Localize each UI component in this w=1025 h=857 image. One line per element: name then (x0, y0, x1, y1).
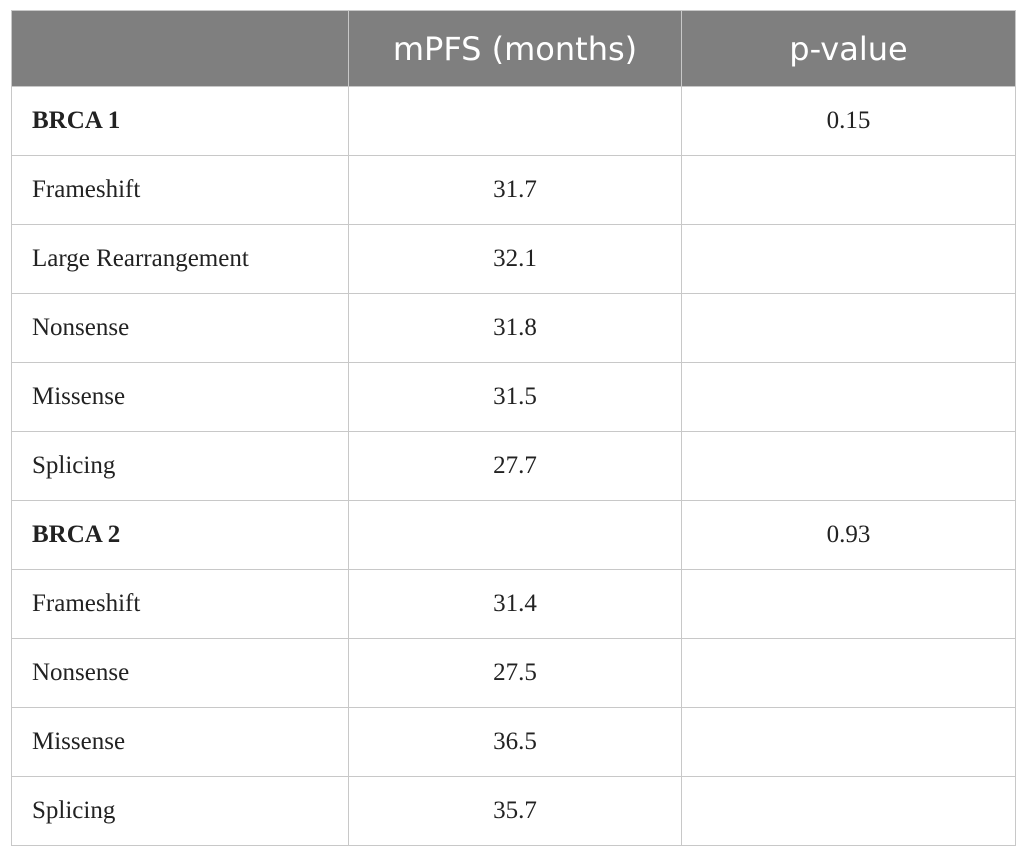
row-mpfs: 27.7 (348, 431, 682, 501)
header-cell-label (11, 10, 349, 87)
row-mpfs: 36.5 (348, 707, 682, 777)
row-pvalue (681, 155, 1016, 225)
row-label: Nonsense (11, 638, 349, 708)
header-row: mPFS (months) p-value (11, 10, 1016, 87)
row-label: Nonsense (11, 293, 349, 363)
row-mpfs: 35.7 (348, 776, 682, 846)
row-mpfs (348, 500, 682, 570)
header-cell-pvalue: p-value (681, 10, 1016, 87)
table-row: Missense 36.5 (11, 707, 1016, 777)
table-row: Splicing 35.7 (11, 776, 1016, 846)
row-mpfs: 32.1 (348, 224, 682, 294)
row-label: Splicing (11, 431, 349, 501)
row-pvalue (681, 638, 1016, 708)
mpfs-table: mPFS (months) p-value BRCA 1 0.15 Frames… (11, 10, 1016, 846)
table-row: Nonsense 27.5 (11, 638, 1016, 708)
row-label: Missense (11, 707, 349, 777)
table-row: Nonsense 31.8 (11, 293, 1016, 363)
row-pvalue (681, 224, 1016, 294)
row-mpfs: 31.4 (348, 569, 682, 639)
row-label: BRCA 2 (11, 500, 349, 570)
row-label: Frameshift (11, 569, 349, 639)
table-row: Missense 31.5 (11, 362, 1016, 432)
header-cell-mpfs: mPFS (months) (348, 10, 682, 87)
table-row: Frameshift 31.7 (11, 155, 1016, 225)
row-mpfs (348, 86, 682, 156)
table-row: Frameshift 31.4 (11, 569, 1016, 639)
table-row: Splicing 27.7 (11, 431, 1016, 501)
row-pvalue (681, 569, 1016, 639)
row-pvalue: 0.15 (681, 86, 1016, 156)
row-mpfs: 31.8 (348, 293, 682, 363)
row-pvalue (681, 776, 1016, 846)
row-pvalue (681, 431, 1016, 501)
row-label: Missense (11, 362, 349, 432)
row-label: Frameshift (11, 155, 349, 225)
row-mpfs: 31.5 (348, 362, 682, 432)
row-label: BRCA 1 (11, 86, 349, 156)
row-pvalue: 0.93 (681, 500, 1016, 570)
row-label: Large Rearrangement (11, 224, 349, 294)
table-body: BRCA 1 0.15 Frameshift 31.7 Large Rearra… (11, 86, 1016, 846)
table-row: Large Rearrangement 32.1 (11, 224, 1016, 294)
table-row-group: BRCA 1 0.15 (11, 86, 1016, 156)
row-mpfs: 27.5 (348, 638, 682, 708)
row-pvalue (681, 362, 1016, 432)
row-label: Splicing (11, 776, 349, 846)
row-mpfs: 31.7 (348, 155, 682, 225)
row-pvalue (681, 293, 1016, 363)
table-row-group: BRCA 2 0.93 (11, 500, 1016, 570)
row-pvalue (681, 707, 1016, 777)
